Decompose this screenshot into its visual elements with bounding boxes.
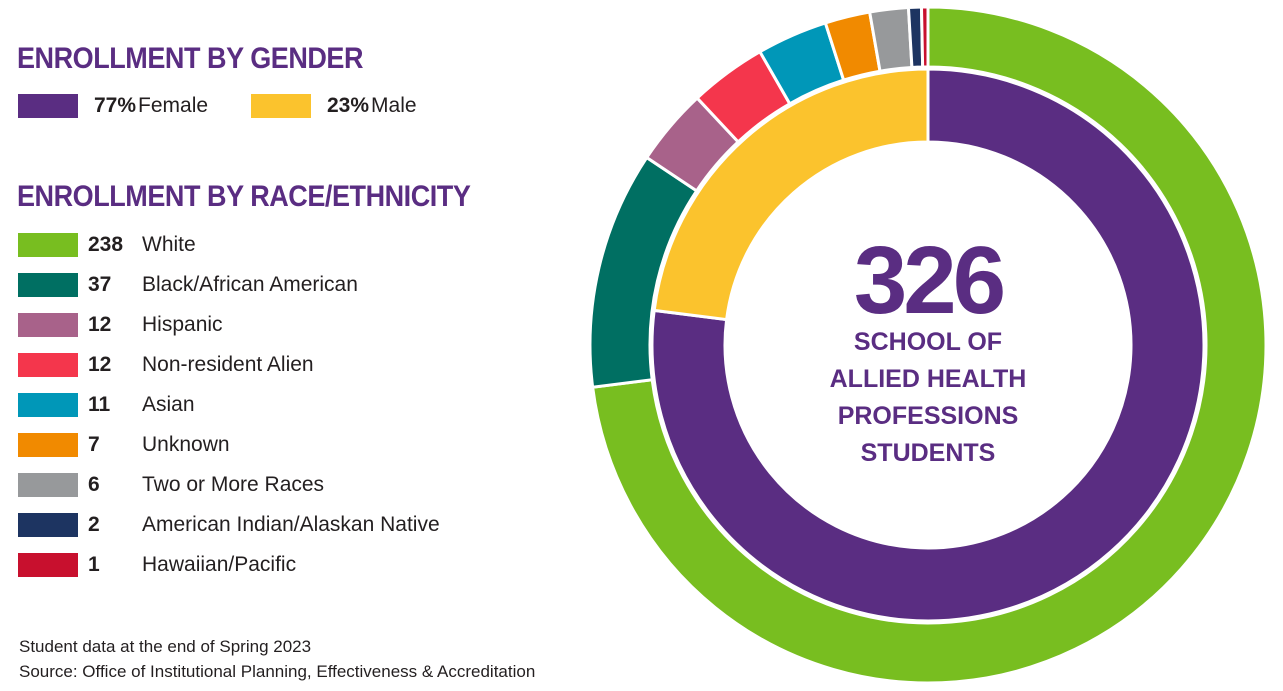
male-label: Male (371, 94, 417, 117)
total-students: 326 (854, 227, 1003, 334)
white-count: 238 (88, 233, 124, 256)
center-line-2: ALLIED HEALTH (830, 365, 1027, 393)
legend-item-unknown: 7 Unknown (18, 433, 230, 457)
hispanic-label: Hispanic (142, 313, 223, 336)
legend-item-hawaiian: 1 Hawaiian/Pacific (18, 553, 296, 577)
white-label: White (142, 233, 196, 256)
source-note: Source: Office of Institutional Planning… (19, 662, 536, 681)
race-ring (588, 5, 1268, 685)
race-slice-white (590, 5, 1268, 685)
race-slice-hawaiian-pacific (919, 5, 930, 69)
white-swatch (18, 233, 78, 257)
asian-swatch (18, 393, 78, 417)
american-indian-label: American Indian/Alaskan Native (142, 513, 440, 536)
center-line-3: PROFESSIONS (838, 402, 1019, 430)
legend-item-male: 23% Male (251, 94, 417, 118)
nonresident-label: Non-resident Alien (142, 353, 314, 376)
legend-item-american-indian: 2 American Indian/Alaskan Native (18, 513, 440, 537)
gender-slice-female (650, 67, 1206, 623)
unknown-swatch (18, 433, 78, 457)
male-swatch (251, 94, 311, 118)
nonresident-count: 12 (88, 353, 112, 376)
legend-item-black: 37 Black/African American (18, 273, 358, 297)
hispanic-swatch (18, 313, 78, 337)
center-line-1: SCHOOL OF (854, 328, 1002, 356)
black-count: 37 (88, 273, 112, 296)
gender-heading: ENROLLMENT BY GENDER (17, 42, 364, 75)
unknown-label: Unknown (142, 433, 230, 456)
hawaiian-swatch (18, 553, 78, 577)
two-or-more-count: 6 (88, 473, 100, 496)
legend-item-white: 238 White (18, 233, 196, 257)
center-line-4: STUDENTS (861, 439, 996, 467)
race-heading: ENROLLMENT BY RACE/ETHNICITY (17, 180, 471, 213)
legend-item-nonresident: 12 Non-resident Alien (18, 353, 314, 377)
american-indian-count: 2 (88, 513, 100, 536)
hispanic-count: 12 (88, 313, 112, 336)
asian-label: Asian (142, 393, 195, 416)
black-label: Black/African American (142, 273, 358, 296)
hawaiian-label: Hawaiian/Pacific (142, 553, 297, 576)
hawaiian-count: 1 (88, 553, 100, 576)
unknown-count: 7 (88, 433, 100, 456)
female-label: Female (138, 94, 209, 117)
data-note: Student data at the end of Spring 2023 (19, 637, 312, 656)
legend-item-asian: 11 Asian (18, 393, 195, 417)
female-percent: 77% (94, 94, 137, 117)
female-swatch (18, 94, 78, 118)
legend-item-female: 77% Female (18, 94, 208, 118)
black-swatch (18, 273, 78, 297)
legend-item-hispanic: 12 Hispanic (18, 313, 223, 337)
two-or-more-swatch (18, 473, 78, 497)
legend-item-two-or-more: 6 Two or More Races (18, 473, 324, 497)
nonresident-swatch (18, 353, 78, 377)
male-percent: 23% (327, 94, 370, 117)
american-indian-swatch (18, 513, 78, 537)
asian-count: 11 (88, 393, 111, 416)
donut-hole (725, 142, 1131, 548)
two-or-more-label: Two or More Races (142, 473, 325, 496)
